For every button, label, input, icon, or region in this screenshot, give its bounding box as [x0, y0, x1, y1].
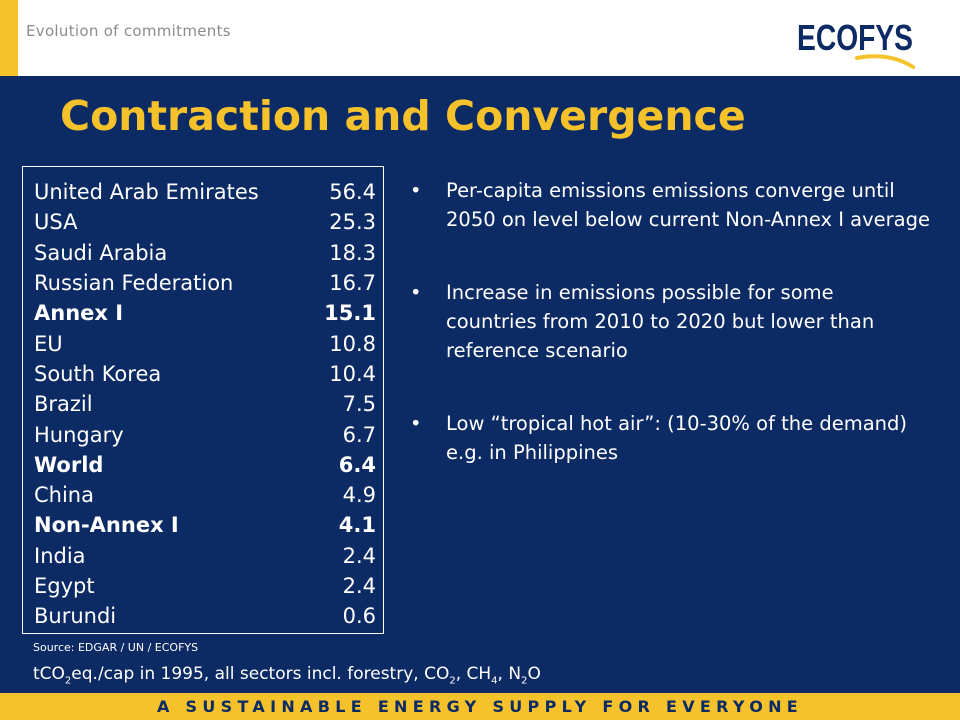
row-value: 2.4 — [342, 574, 376, 598]
row-value: 10.8 — [329, 331, 376, 356]
table-row: China 4.9 — [34, 480, 376, 510]
bullet-dot: • — [410, 179, 422, 202]
bullet-item: • Per-capita emissions emissions converge… — [410, 176, 930, 234]
row-value: 6.7 — [342, 422, 376, 447]
table-row: Hungary 6.7 — [34, 419, 376, 449]
row-country: Non-Annex I — [34, 513, 179, 538]
row-country: China — [34, 483, 94, 508]
units-text-3: , CH — [455, 664, 492, 684]
source-note: Source: EDGAR / UN / ECOFYS — [33, 641, 199, 654]
row-value: 56.4 — [329, 180, 376, 205]
header-accent-strip — [0, 0, 18, 76]
units-text-2: eq./cap in 1995, all sectors incl. fores… — [71, 664, 450, 684]
bullet-text: Per-capita emissions emissions converge … — [446, 179, 931, 231]
top-header-bar: Evolution of commitments ECOFYS — [0, 0, 960, 76]
logo-swoosh — [855, 54, 915, 69]
table-row: USA 25.3 — [34, 207, 376, 237]
row-country: South Korea — [34, 361, 162, 386]
row-value: 2.4 — [342, 543, 376, 568]
row-country: Egypt — [34, 574, 95, 598]
bullet-dot: • — [410, 412, 422, 435]
bullet-dot: • — [410, 281, 422, 304]
emissions-table-rows: United Arab Emirates 56.4 USA 25.3 Saudi Ara… — [34, 177, 376, 631]
row-country: Saudi Arabia — [34, 240, 168, 265]
row-value: 7.5 — [342, 392, 376, 417]
row-country: Burundi — [34, 604, 117, 629]
units-note: tCO2eq./cap in 1995, all sectors incl. f… — [33, 664, 541, 686]
row-country: India — [34, 543, 86, 568]
row-country: Brazil — [34, 392, 93, 417]
row-value: 0.6 — [342, 604, 376, 629]
row-country: United Arab Emirates — [34, 180, 259, 205]
row-value: 15.1 — [324, 301, 376, 326]
table-row: United Arab Emirates 56.4 — [34, 177, 376, 207]
section-subtitle: Evolution of commitments — [26, 22, 231, 40]
row-value: 16.7 — [329, 271, 376, 296]
row-country: Hungary — [34, 422, 124, 447]
bullet-text: Low “tropical hot air”: (10-30% of the d… — [446, 412, 908, 464]
row-value: 10.4 — [329, 361, 376, 386]
bullet-list: • Per-capita emissions emissions converge… — [410, 176, 930, 467]
row-value: 6.4 — [338, 452, 376, 477]
table-row: Egypt 2.4 — [34, 571, 376, 601]
table-row: EU 10.8 — [34, 328, 376, 358]
bullet-text: Increase in emissions possible for some … — [446, 281, 875, 362]
row-country: EU — [34, 331, 63, 356]
units-sub-1: 2 — [64, 675, 72, 687]
table-row: India 2.4 — [34, 541, 376, 571]
units-sub-4: 2 — [521, 675, 528, 687]
row-value: 4.1 — [338, 513, 376, 538]
table-row: Brazil 7.5 — [34, 389, 376, 419]
row-value: 4.9 — [342, 483, 376, 508]
units-text-5: O — [527, 664, 541, 684]
slide-title: Contraction and Convergence — [60, 92, 746, 140]
units-sub-3: 4 — [491, 675, 498, 687]
row-country: Annex I — [34, 301, 124, 326]
units-text-1: tCO — [33, 664, 65, 684]
table-row: Burundi 0.6 — [34, 601, 376, 631]
bullet-item: • Increase in emissions possible for some… — [410, 278, 930, 365]
logo-text: ECOFYS — [797, 17, 913, 58]
emissions-table: United Arab Emirates 56.4 USA 25.3 Saudi Ara… — [22, 166, 384, 634]
table-row: Russian Federation 16.7 — [34, 268, 376, 298]
row-country: World — [34, 452, 104, 477]
table-row: Annex I 15.1 — [34, 298, 376, 328]
ecofys-logo: ECOFYS — [797, 17, 915, 69]
table-row: World 6.4 — [34, 450, 376, 480]
units-text-4: , N — [497, 664, 522, 684]
row-value: 25.3 — [329, 210, 376, 235]
units-sub-2: 2 — [449, 675, 456, 687]
row-value: 18.3 — [329, 240, 376, 265]
table-row: Saudi Arabia 18.3 — [34, 238, 376, 268]
footer-tagline: A SUSTAINABLE ENERGY SUPPLY FOR EVERYONE — [156, 697, 804, 716]
bullet-item: • Low “tropical hot air”: (10-30% of the … — [410, 409, 930, 467]
table-row: South Korea 10.4 — [34, 359, 376, 389]
table-row: Non-Annex I 4.1 — [34, 510, 376, 540]
row-country: USA — [34, 210, 78, 235]
row-country: Russian Federation — [34, 271, 234, 296]
footer-bar: A SUSTAINABLE ENERGY SUPPLY FOR EVERYONE — [0, 693, 960, 720]
